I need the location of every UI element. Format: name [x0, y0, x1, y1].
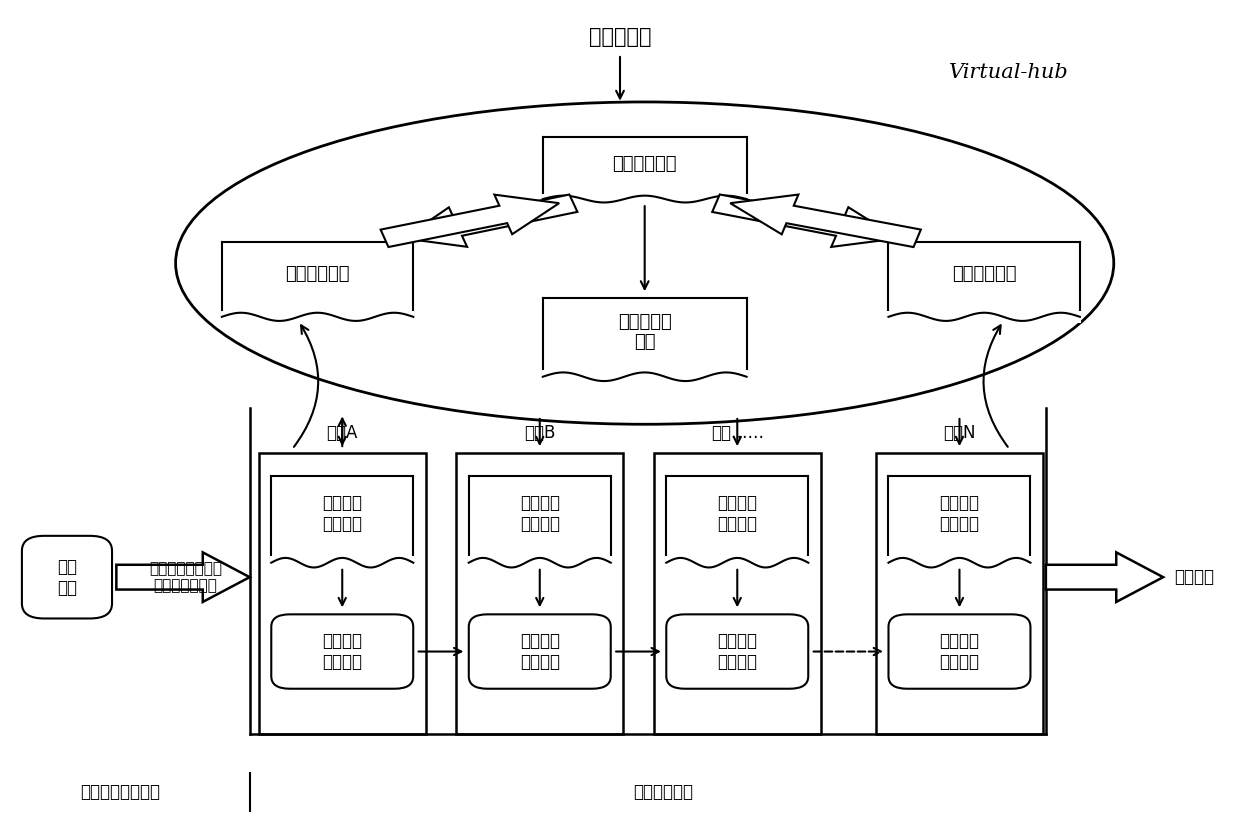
Text: 生产同步模块: 生产同步模块: [952, 265, 1017, 284]
Text: 生产计划
运作模块: 生产计划 运作模块: [322, 632, 362, 671]
FancyBboxPatch shape: [542, 194, 748, 204]
Text: 生产计划
运作模块: 生产计划 运作模块: [520, 632, 559, 671]
FancyBboxPatch shape: [665, 556, 810, 570]
FancyBboxPatch shape: [888, 556, 1032, 570]
FancyBboxPatch shape: [467, 556, 613, 570]
Polygon shape: [117, 552, 249, 602]
Text: 完成合作生产组织
组建、任务分工: 完成合作生产组织 组建、任务分工: [149, 561, 222, 593]
Text: 不确定事件: 不确定事件: [589, 27, 651, 47]
Text: 生产同步
响应模块: 生产同步 响应模块: [940, 494, 980, 532]
Text: 生产同步
响应模块: 生产同步 响应模块: [520, 494, 559, 532]
FancyBboxPatch shape: [270, 556, 414, 570]
Text: 任务完成: 任务完成: [1174, 568, 1214, 587]
FancyBboxPatch shape: [543, 298, 746, 377]
FancyBboxPatch shape: [889, 614, 1030, 689]
FancyBboxPatch shape: [272, 476, 413, 562]
FancyBboxPatch shape: [221, 310, 414, 323]
Polygon shape: [1045, 552, 1163, 602]
Text: 计划调度模块: 计划调度模块: [613, 155, 677, 173]
Text: 生产同步
响应模块: 生产同步 响应模块: [717, 494, 758, 532]
FancyBboxPatch shape: [889, 242, 1080, 317]
FancyBboxPatch shape: [543, 137, 746, 199]
FancyBboxPatch shape: [22, 536, 112, 618]
Text: Virtual-hub: Virtual-hub: [949, 62, 1069, 82]
FancyBboxPatch shape: [889, 476, 1030, 562]
Text: 生产同步
响应模块: 生产同步 响应模块: [322, 494, 362, 532]
Text: 生产计划
运作模块: 生产计划 运作模块: [940, 632, 980, 671]
FancyBboxPatch shape: [888, 310, 1081, 323]
Text: 企业A: 企业A: [326, 423, 358, 442]
Polygon shape: [730, 195, 921, 247]
Text: 企业B: 企业B: [525, 423, 556, 442]
FancyBboxPatch shape: [469, 476, 611, 562]
Text: 企业N: 企业N: [944, 423, 976, 442]
Text: 信息共享模块: 信息共享模块: [285, 265, 350, 284]
FancyBboxPatch shape: [542, 370, 748, 384]
Text: 协作企业组建阶段: 协作企业组建阶段: [81, 783, 160, 801]
FancyBboxPatch shape: [666, 476, 808, 562]
Text: 生产计划
运作模块: 生产计划 运作模块: [717, 632, 758, 671]
Text: 企业……: 企业……: [711, 423, 764, 442]
FancyBboxPatch shape: [666, 614, 808, 689]
FancyBboxPatch shape: [877, 453, 1043, 734]
FancyBboxPatch shape: [259, 453, 425, 734]
FancyBboxPatch shape: [469, 614, 611, 689]
Text: 协同生产阶段: 协同生产阶段: [634, 783, 693, 801]
Text: 自适应调度
算法: 自适应调度 算法: [618, 313, 672, 351]
FancyBboxPatch shape: [653, 453, 821, 734]
Polygon shape: [712, 195, 898, 247]
Polygon shape: [404, 195, 578, 247]
FancyBboxPatch shape: [222, 242, 413, 317]
FancyBboxPatch shape: [272, 614, 413, 689]
Text: 市场
订单: 市场 订单: [57, 557, 77, 597]
FancyBboxPatch shape: [456, 453, 622, 734]
Polygon shape: [381, 195, 559, 247]
